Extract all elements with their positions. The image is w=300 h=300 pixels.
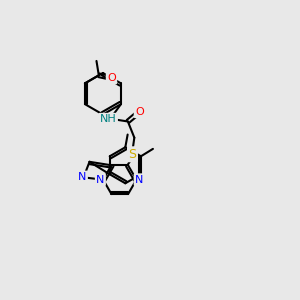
Text: N: N [96,175,105,185]
Text: N: N [135,175,143,185]
Text: S: S [128,148,136,161]
Text: O: O [107,73,116,83]
Text: N: N [78,172,86,182]
Text: O: O [135,107,144,117]
Text: NH: NH [100,114,117,124]
